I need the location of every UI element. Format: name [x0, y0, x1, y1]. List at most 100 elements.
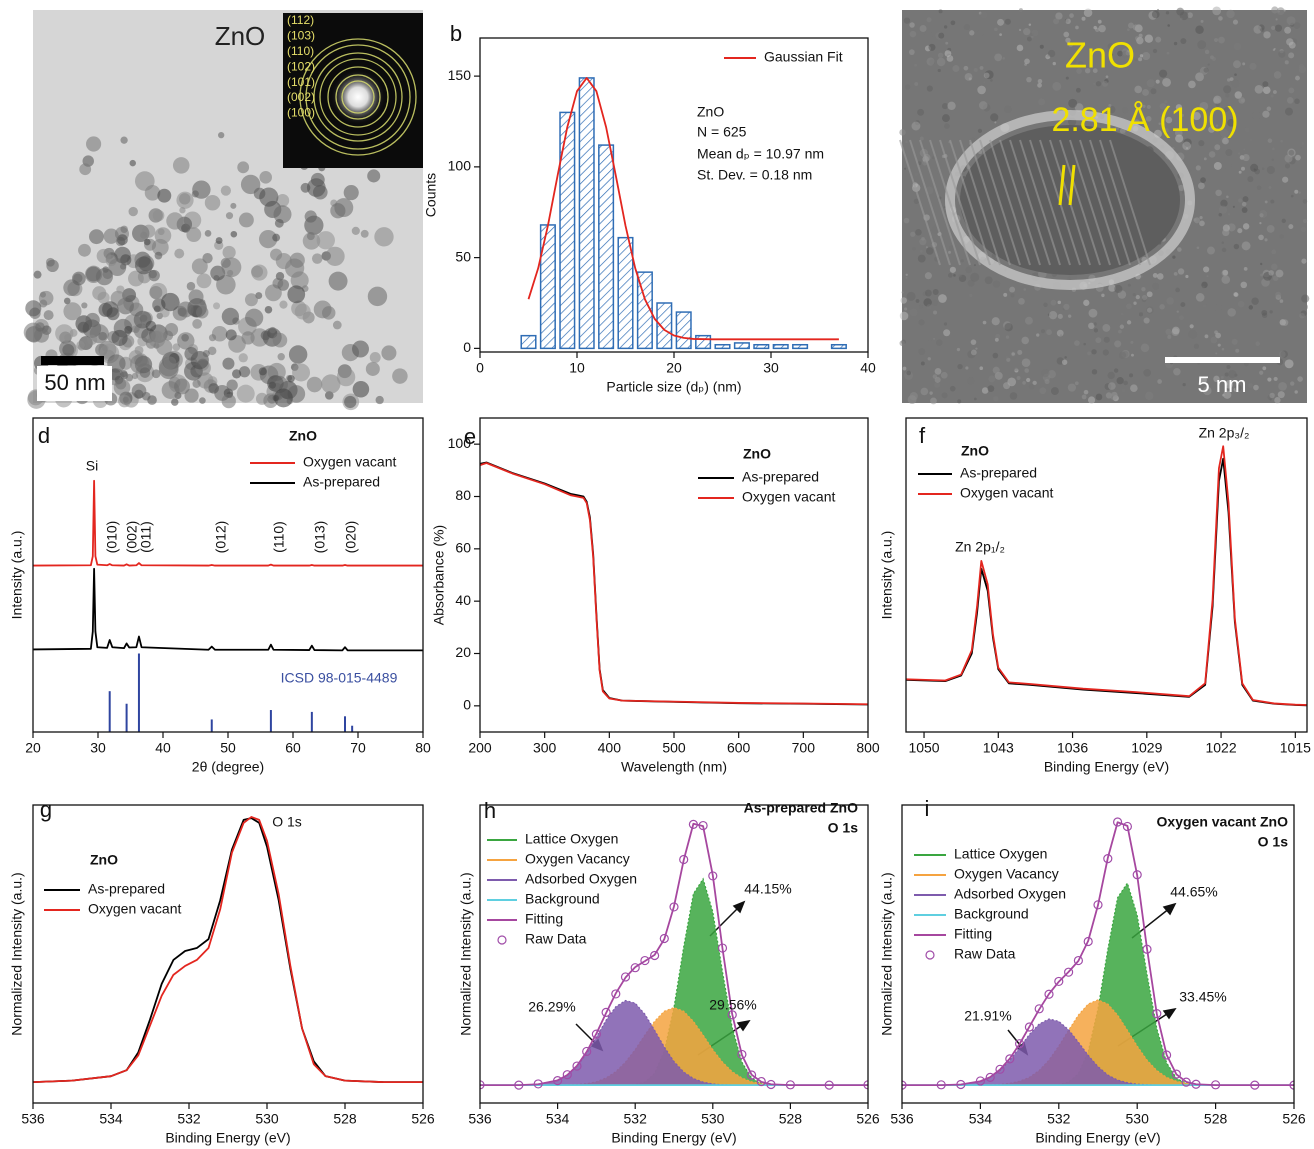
texture	[1091, 369, 1098, 375]
texture	[1173, 368, 1181, 376]
texture	[1162, 77, 1171, 87]
texture	[1238, 170, 1242, 174]
texture	[973, 67, 978, 72]
x-tick-label: 534	[99, 1111, 123, 1127]
particle	[240, 174, 261, 195]
particle	[84, 265, 103, 284]
x-tick-label: 534	[546, 1111, 570, 1127]
texture	[1226, 364, 1231, 369]
texture	[977, 85, 986, 95]
bar	[733, 342, 750, 350]
x-tick-label: 700	[792, 740, 816, 756]
texture	[983, 72, 990, 79]
texture	[1093, 328, 1099, 333]
texture	[1108, 284, 1116, 292]
texture	[933, 337, 936, 340]
texture	[1083, 299, 1090, 306]
texture	[1200, 19, 1204, 23]
texture	[978, 150, 983, 155]
texture	[1206, 275, 1209, 278]
texture	[919, 136, 924, 141]
texture	[1250, 163, 1259, 172]
texture	[1159, 102, 1167, 110]
texture	[1041, 368, 1050, 378]
texture	[1014, 367, 1019, 372]
annotation: (110)	[271, 521, 287, 553]
particle	[313, 300, 332, 319]
annotation: N = 625	[697, 124, 747, 140]
texture	[1278, 50, 1286, 58]
legend-label: Fitting	[954, 926, 992, 942]
lattice-fringe	[1079, 139, 1121, 266]
data-point	[698, 820, 708, 831]
texture	[910, 231, 916, 237]
texture	[1259, 221, 1262, 225]
texture	[1266, 224, 1275, 233]
particle	[191, 190, 199, 198]
texture	[1179, 17, 1183, 21]
particle	[343, 185, 359, 201]
texture	[1107, 43, 1114, 50]
texture	[1130, 353, 1134, 357]
particle	[360, 229, 369, 238]
texture	[1278, 381, 1287, 391]
lattice-fringe	[939, 139, 981, 266]
texture	[1101, 293, 1105, 298]
texture	[1195, 165, 1201, 171]
texture	[1193, 343, 1200, 349]
y-axis-label: Normalized Intensity (a.u.)	[9, 872, 25, 1035]
particle	[152, 209, 165, 222]
texture	[1081, 16, 1086, 21]
texture	[1068, 56, 1077, 65]
image-text: (102)	[287, 59, 315, 73]
particle	[139, 367, 151, 378]
texture	[905, 84, 911, 90]
particle	[196, 273, 212, 289]
texture	[1242, 196, 1249, 203]
texture	[1074, 103, 1084, 112]
arrow-head	[736, 1019, 751, 1032]
texture	[1253, 25, 1262, 34]
texture	[915, 299, 920, 303]
texture	[1195, 72, 1204, 82]
texture	[950, 20, 956, 26]
texture	[938, 9, 943, 14]
texture	[1202, 386, 1212, 396]
texture	[899, 129, 906, 136]
texture	[1218, 16, 1223, 21]
x-tick-label: 10	[569, 360, 585, 376]
particle	[131, 372, 139, 380]
texture	[913, 198, 920, 204]
area-outline	[902, 999, 1294, 1086]
texture	[981, 387, 989, 394]
y-tick-label: 150	[448, 67, 472, 83]
texture	[1218, 36, 1225, 44]
texture	[1288, 224, 1294, 230]
texture	[1253, 384, 1259, 391]
texture	[1030, 35, 1034, 39]
data-point	[956, 1079, 966, 1090]
texture	[1256, 185, 1262, 190]
legend-marker	[925, 950, 935, 960]
data-point	[640, 955, 650, 966]
image-text: (112)	[287, 13, 314, 27]
texture	[1057, 313, 1063, 320]
texture	[1002, 57, 1006, 60]
texture	[1064, 356, 1067, 359]
texture	[1279, 234, 1284, 239]
texture	[1120, 312, 1124, 316]
lattice-fringe	[1099, 139, 1141, 266]
particle	[110, 290, 126, 306]
x-tick-label: 526	[411, 1111, 435, 1127]
texture	[1266, 106, 1272, 112]
particle	[106, 307, 120, 321]
particle	[148, 330, 166, 348]
texture	[991, 317, 1000, 326]
scale-bar	[41, 356, 104, 365]
texture	[987, 385, 995, 393]
texture	[1024, 58, 1030, 65]
texture	[1177, 247, 1182, 252]
texture	[1242, 62, 1246, 66]
data-point	[1103, 854, 1113, 864]
annotation: (011)	[138, 521, 154, 553]
